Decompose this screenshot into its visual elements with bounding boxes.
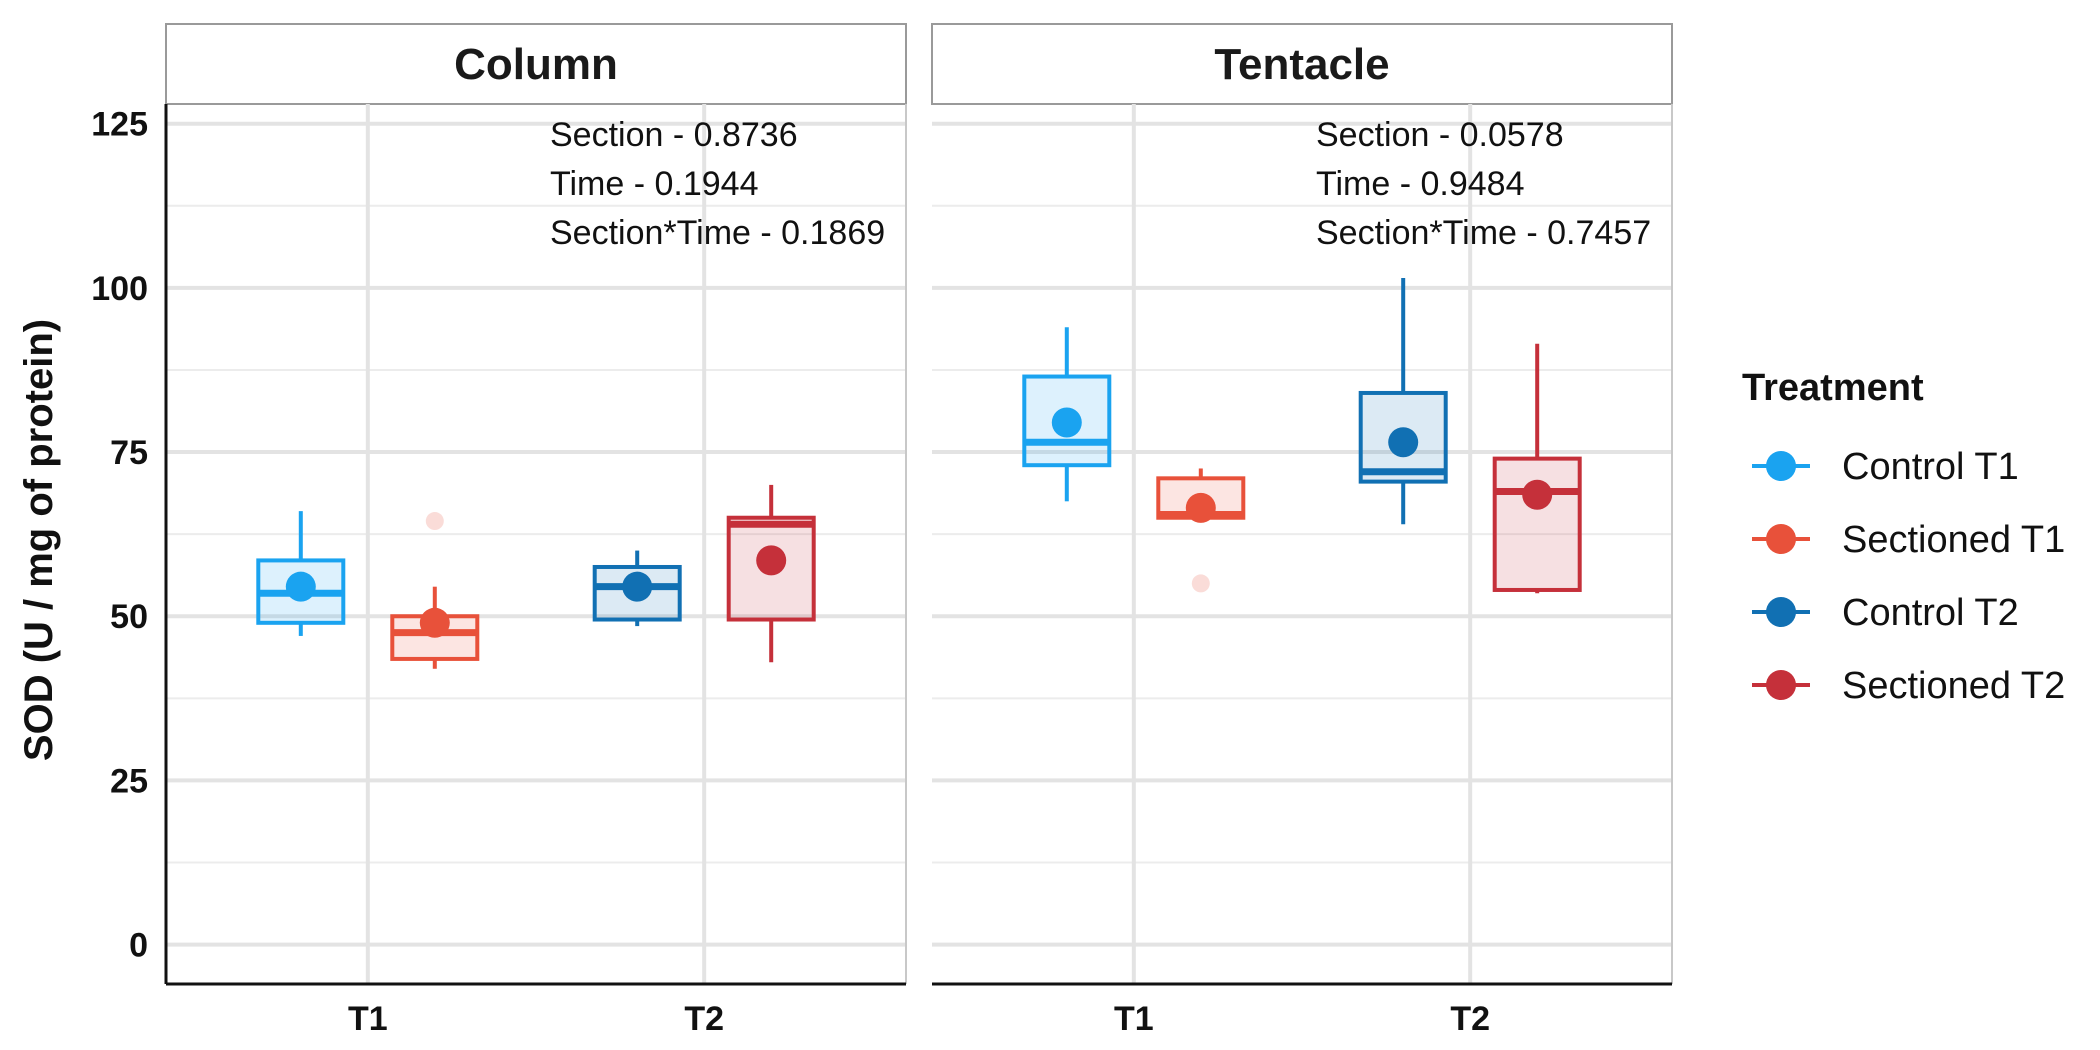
facet-strip (165, 23, 907, 105)
mean-point (419, 607, 450, 638)
box-sectioned-t2 (1492, 343, 1582, 594)
stat-annotation: Section - 0.8736 (550, 116, 798, 154)
stat-annotation: Time - 0.1944 (550, 165, 759, 203)
legend-item-sectioned-t1: Sectioned T1 (1752, 519, 2065, 561)
legend-label: Sectioned T1 (1842, 519, 2065, 561)
y-tick-label: 100 (91, 270, 148, 308)
box-control-t2 (1358, 278, 1448, 525)
mean-point (1388, 427, 1419, 458)
mean-point (1051, 407, 1082, 438)
facet-title: Tentacle (1214, 40, 1389, 89)
x-tick-label: T1 (348, 1000, 388, 1038)
legend-label: Control T1 (1842, 446, 2019, 488)
legend-key-point (1766, 451, 1796, 481)
box-sectioned-t1 (1156, 468, 1246, 593)
legend-item-control-t2: Control T2 (1752, 592, 2019, 634)
y-axis-label: SOD (U / mg of protein) (17, 319, 61, 761)
y-tick-label: 50 (110, 598, 148, 636)
outlier-point (425, 512, 444, 531)
mean-point (285, 571, 316, 602)
mean-point (756, 545, 787, 576)
legend-key-point (1766, 524, 1796, 554)
stat-annotation: Section - 0.0578 (1316, 116, 1564, 154)
y-tick-label: 25 (110, 762, 148, 800)
box-control-t1 (256, 511, 346, 636)
legend-title: Treatment (1742, 367, 1924, 409)
x-tick-label: T1 (1114, 1000, 1154, 1038)
legend-key-point (1766, 670, 1796, 700)
facet-panels: Column 0 25 50 75 100 125 T1 T2 Section - 0.8736 T… (91, 23, 1673, 1038)
panel-tentacle: Tentacle T1 T2 Section - 0.0578 Time - 0.948… (931, 23, 1673, 1038)
facet-title: Column (454, 40, 618, 89)
legend-label: Sectioned T2 (1842, 665, 2065, 707)
x-tick-label: T2 (1450, 1000, 1490, 1038)
y-tick-label: 75 (110, 434, 148, 472)
x-tick-label: T2 (684, 1000, 724, 1038)
box-sectioned-t1 (390, 512, 480, 669)
legend-key-point (1766, 597, 1796, 627)
mean-point (1522, 479, 1553, 510)
mean-point (1185, 492, 1216, 523)
facet-strip (931, 23, 1673, 105)
stat-annotation: Section*Time - 0.7457 (1316, 214, 1651, 252)
stat-annotation: Section*Time - 0.1869 (550, 214, 885, 252)
y-tick-label: 0 (129, 927, 148, 965)
legend-items: Control T1 Sectioned T1 Control T2 Sectione… (1752, 446, 2065, 707)
stat-annotation: Time - 0.9484 (1316, 165, 1525, 203)
legend-item-control-t1: Control T1 (1752, 446, 2019, 488)
panel-column: Column 0 25 50 75 100 125 T1 T2 Section - 0.8736 T… (91, 23, 907, 1038)
mean-point (622, 571, 653, 602)
outlier-point (1191, 574, 1210, 593)
legend-label: Control T2 (1842, 592, 2019, 634)
box-sectioned-t2 (726, 484, 816, 663)
box-control-t1 (1022, 327, 1112, 502)
legend-item-sectioned-t2: Sectioned T2 (1752, 665, 2065, 707)
box-control-t2 (592, 550, 682, 627)
box-iqr (1492, 456, 1582, 592)
y-tick-label: 125 (91, 106, 148, 144)
